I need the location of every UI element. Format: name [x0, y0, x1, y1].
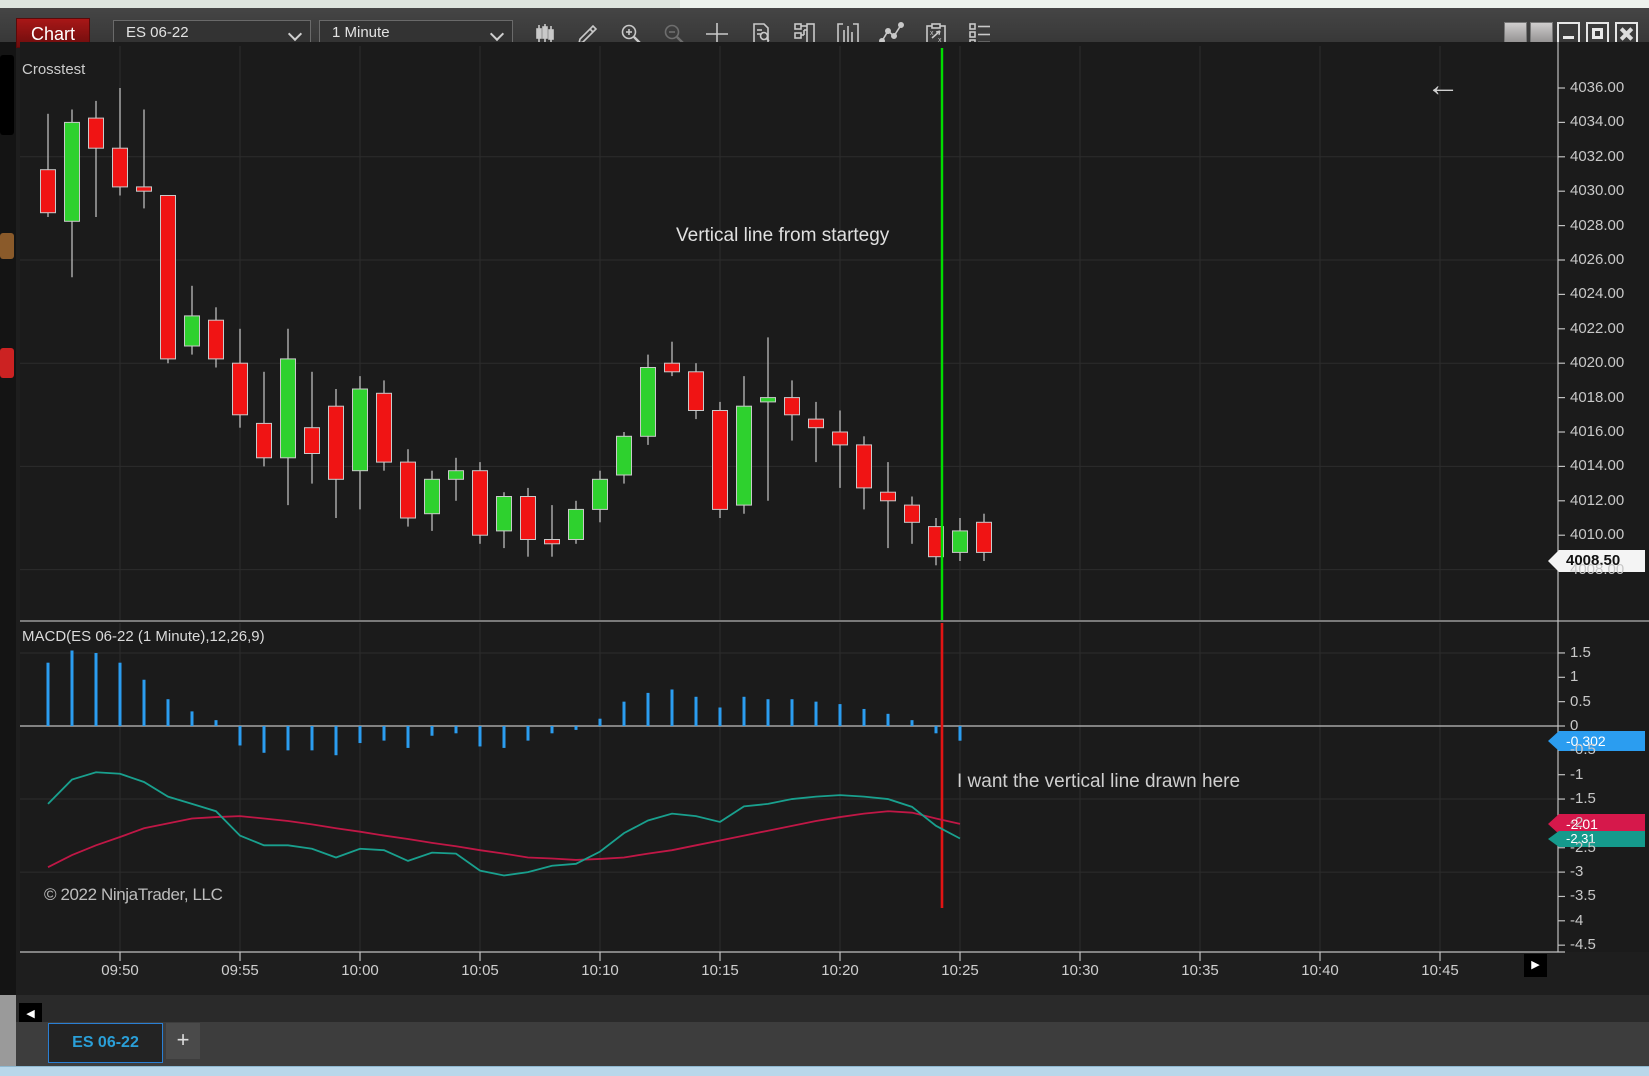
bars-type-icon[interactable] [528, 20, 562, 47]
window-border [0, 995, 16, 1076]
window-bottom-strip [0, 1066, 1649, 1076]
polyline-icon[interactable] [875, 20, 909, 47]
titlebar[interactable]: Chart ES 06-22 1 Minute [0, 8, 1649, 48]
macd-annotation-text: I want the vertical line drawn here [957, 771, 1241, 792]
macd-value-badge: -2.31 [1548, 831, 1645, 847]
scroll-left-button[interactable]: ◀ [19, 1003, 42, 1026]
svg-text:x: x [938, 37, 942, 44]
desktop-strip-right [680, 0, 1649, 8]
interval-dropdown-value: 1 Minute [332, 24, 390, 41]
indicators-icon[interactable] [788, 20, 822, 47]
scroll-right-button[interactable]: ▶ [1524, 954, 1547, 977]
zoom-out-icon [657, 20, 691, 47]
svg-text:x: x [930, 30, 934, 37]
horizontal-scrollbar[interactable] [16, 995, 1649, 1022]
macd-indicator-label: MACD(ES 06-22 (1 Minute),12,26,9) [22, 628, 265, 645]
tab-es-06-22[interactable]: ES 06-22 [48, 1023, 163, 1063]
left-arrow-icon[interactable]: ← [1426, 66, 1460, 104]
pencil-draw-icon[interactable] [571, 20, 605, 47]
background-window-edge [0, 42, 16, 995]
minimize-icon [1563, 36, 1574, 39]
data-box-icon[interactable] [744, 20, 778, 47]
background-icon-fragment [0, 233, 14, 259]
tab-bar [16, 1022, 1649, 1066]
macd-average-badge: -2.01 [1548, 814, 1645, 834]
add-tab-button[interactable]: + [166, 1023, 200, 1059]
maximize-icon [1592, 28, 1603, 39]
macd-histogram-badge: -0.302 [1548, 731, 1645, 751]
zoom-in-icon[interactable] [614, 20, 648, 47]
instrument-dropdown-value: ES 06-22 [126, 24, 189, 41]
interval-dropdown[interactable]: 1 Minute [319, 20, 513, 46]
chart-menu-button[interactable]: Chart [16, 18, 90, 48]
background-icon-fragment [0, 348, 14, 378]
crosshair-icon[interactable] [700, 20, 734, 47]
background-window-fragment [0, 55, 14, 135]
copyright-label: © 2022 NinjaTrader, LLC [44, 885, 223, 904]
vline-annotation-text: Vertical line from startegy [676, 225, 890, 246]
strategy-name-label: Crosstest [22, 61, 86, 78]
last-price-badge: 4008.50 [1548, 550, 1645, 572]
